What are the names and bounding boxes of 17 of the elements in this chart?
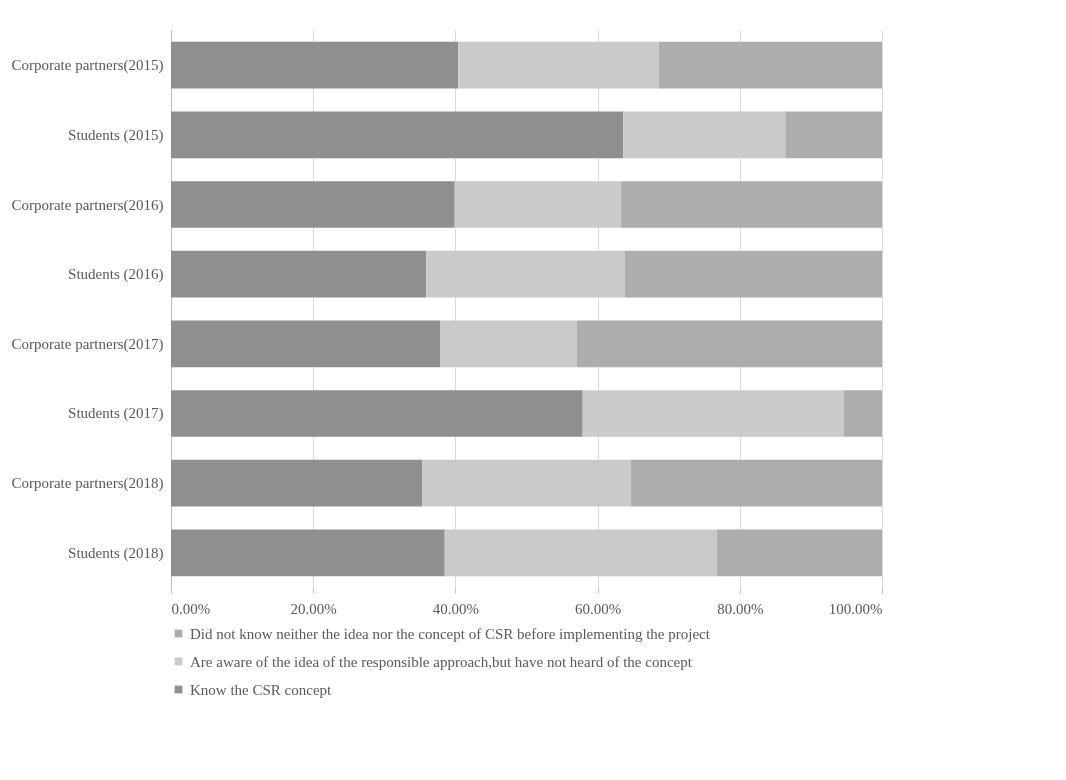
- y-tick-label: Students (2017): [68, 405, 164, 423]
- y-tick-label: Students (2018): [68, 544, 164, 562]
- x-tick-label: 40.00%: [432, 600, 480, 617]
- y-tick-label: Students (2015): [68, 126, 164, 144]
- x-tick-label: 20.00%: [290, 600, 337, 617]
- x-tick-label: 0.00%: [171, 600, 211, 617]
- x-tick-label: 60.00%: [574, 600, 622, 617]
- y-tick-label: Corporate partners(2017): [11, 335, 164, 353]
- legend-label: Know the CSR concept: [190, 681, 333, 698]
- y-tick-label: Corporate partners(2015): [11, 57, 164, 75]
- legend-label: Did not know neither the idea nor the concept of CSR before implementing the project: [190, 625, 711, 642]
- y-tick-label: Students (2016): [68, 266, 164, 284]
- legend-label: Are aware of the idea of the responsible approach,but have not heard of the concept: [190, 653, 693, 670]
- x-tick-label: 80.00%: [717, 600, 764, 617]
- y-tick-label: Corporate partners(2016): [11, 196, 164, 214]
- y-tick-label: Corporate partners(2018): [11, 475, 164, 493]
- x-tick-label: 100.00%: [828, 600, 883, 617]
